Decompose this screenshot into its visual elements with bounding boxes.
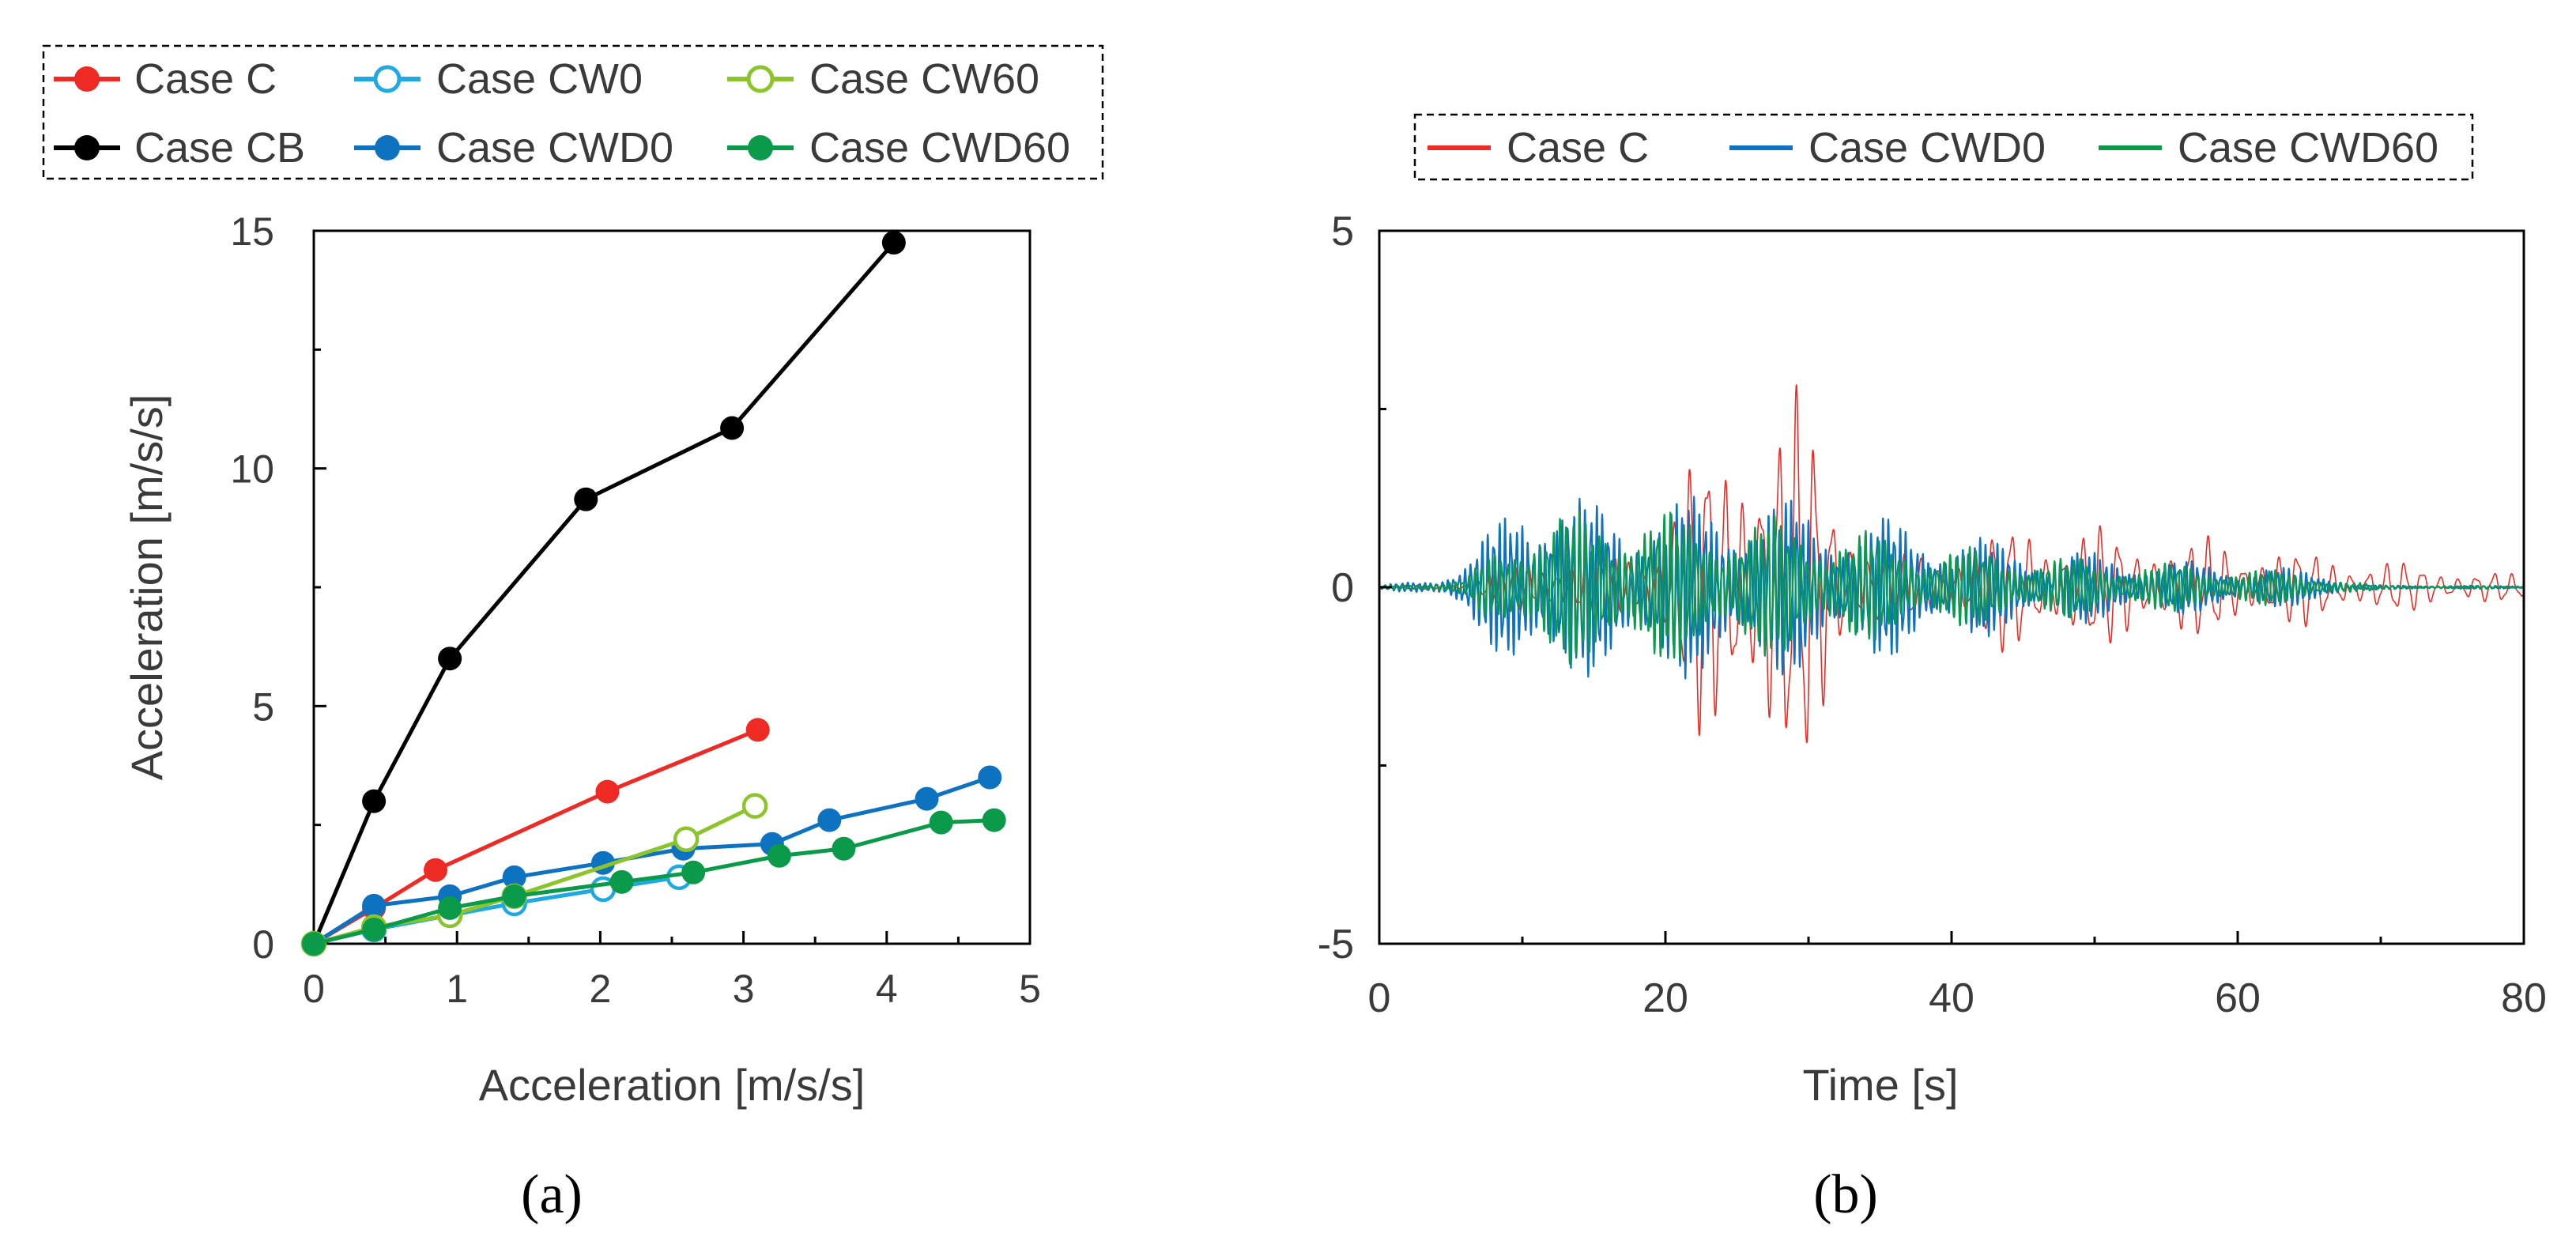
- legend-label: Case CWD60: [2178, 124, 2438, 172]
- y-tick-label: -5: [1318, 922, 1354, 967]
- data-point: [609, 869, 634, 894]
- legend-a-item-case-cw60: Case CW60: [727, 55, 1039, 103]
- x-tick-label: 2: [589, 967, 611, 1011]
- legend-label: Case CW60: [809, 55, 1039, 103]
- data-point: [595, 779, 620, 804]
- x-tick-label: 1: [446, 967, 468, 1011]
- legend-marker-filled: [74, 135, 100, 160]
- legend-b-item-case-cwd0: Case CWD0: [1729, 124, 2046, 172]
- caption-b: (b): [1813, 1164, 1878, 1225]
- plot-a: 0 1 2 3 4 5 0 5 10 15 Acceleration [m/s/s] Accele…: [122, 209, 1041, 1225]
- y-tick-label: 0: [252, 922, 274, 967]
- legend-label: Case CW0: [436, 55, 643, 103]
- data-point: [915, 786, 939, 811]
- legend-a-item-case-cwd0: Case CWD0: [354, 124, 673, 172]
- y-tick-label: 5: [252, 684, 274, 729]
- x-tick-label: 80: [2501, 975, 2547, 1021]
- plot-b-series: [1379, 384, 2524, 744]
- legend-a-item-case-cwd60: Case CWD60: [727, 124, 1070, 172]
- legend-label: Case C: [1507, 124, 1649, 172]
- plot-a-ticks: 0 1 2 3 4 5 0 5 10 15: [230, 209, 1041, 1011]
- plot-b-ticks: 0 20 40 60 80 -5 0 5: [1318, 209, 2547, 1021]
- data-point: [673, 826, 700, 852]
- series-case-cwd60-line: [1379, 511, 2524, 666]
- data-point: [720, 416, 745, 440]
- x-tick-label: 20: [1643, 975, 1688, 1021]
- x-tick-label: 4: [876, 967, 898, 1011]
- data-point: [817, 808, 842, 832]
- series-line: [311, 241, 896, 945]
- y-tick-label: 10: [230, 447, 274, 492]
- data-point: [978, 765, 1002, 790]
- data-point: [362, 789, 387, 813]
- legend-marker-filled: [375, 135, 400, 160]
- legend-marker-filled: [748, 135, 773, 160]
- x-tick-label: 0: [1368, 975, 1391, 1021]
- legend-a-item-case-c: Case C: [54, 55, 277, 103]
- legend-label: Case CB: [134, 124, 305, 172]
- legend-marker-open: [746, 65, 775, 93]
- legend-b: Case C Case CWD0 Case CWD60: [1413, 113, 2474, 181]
- plot-a-ylabel: Acceleration [m/s/s]: [122, 394, 172, 781]
- legend-a-frame: [42, 44, 1104, 180]
- y-tick-label: 15: [230, 209, 274, 254]
- legend-label: Case C: [134, 55, 277, 103]
- plot-a-series: [300, 231, 1006, 957]
- legend-a-item-case-cw0: Case CW0: [354, 55, 643, 103]
- x-tick-label: 0: [303, 967, 325, 1011]
- legend-marker-open: [373, 65, 402, 93]
- legend-label: Case CWD0: [1808, 124, 2046, 172]
- x-tick-label: 3: [733, 967, 755, 1011]
- series-case-cb: [302, 231, 906, 956]
- y-tick-label: 0: [1331, 565, 1354, 611]
- legend-b-item-case-c: Case C: [1428, 124, 1649, 172]
- data-point: [362, 917, 387, 941]
- data-point: [502, 884, 526, 908]
- caption-a: (a): [521, 1164, 583, 1225]
- plot-b-xlabel: Time [s]: [1802, 1060, 1958, 1110]
- plot-a-frame: [312, 229, 1032, 945]
- data-point: [832, 836, 856, 861]
- data-point: [362, 893, 387, 918]
- legend-b-item-case-cwd60: Case CWD60: [2099, 124, 2438, 172]
- legend-marker-filled: [74, 66, 100, 92]
- x-tick-label: 40: [1929, 975, 1974, 1021]
- y-tick-label: 5: [1331, 209, 1354, 255]
- series-line: [313, 818, 994, 946]
- data-point: [982, 808, 1006, 832]
- data-point: [502, 865, 526, 889]
- data-point: [574, 487, 598, 511]
- legend-a-item-case-cb: Case CB: [54, 124, 305, 172]
- series-case-cwd60: [302, 808, 1006, 956]
- data-point: [741, 793, 768, 819]
- data-point: [681, 860, 706, 884]
- plot-a-xlabel: Acceleration [m/s/s]: [479, 1060, 866, 1110]
- series-case-cwd0: [302, 765, 1002, 956]
- legend-a: Case C Case CW0 Case CW60 Case CB Case C…: [42, 44, 1104, 180]
- data-point: [438, 647, 462, 671]
- legend-label: Case CWD0: [436, 124, 673, 172]
- x-tick-label: 60: [2215, 975, 2261, 1021]
- legend-label: Case CWD60: [809, 124, 1070, 172]
- data-point: [438, 896, 462, 920]
- data-point: [767, 843, 791, 868]
- data-point: [881, 231, 906, 255]
- plot-b: 0 20 40 60 80 -5 0 5 Time [s] (b): [1318, 209, 2547, 1225]
- legend-b-frame: [1413, 113, 2474, 181]
- x-tick-label: 5: [1019, 967, 1041, 1011]
- data-point: [302, 932, 326, 956]
- data-point: [424, 858, 448, 882]
- data-point: [929, 810, 953, 835]
- data-point: [745, 718, 770, 742]
- series-line: [312, 775, 991, 946]
